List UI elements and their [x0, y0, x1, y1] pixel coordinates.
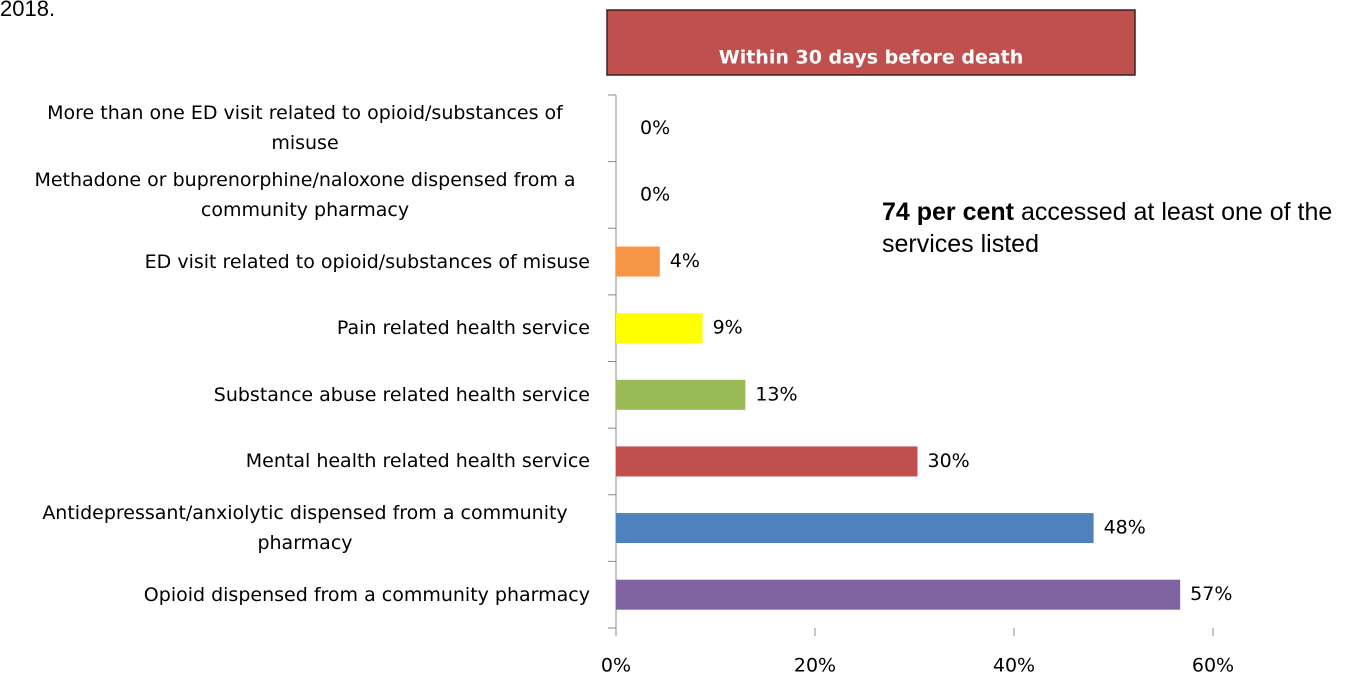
category-label: ED visit related to opioid/substances of… — [144, 250, 590, 273]
data-label: 0% — [640, 117, 670, 139]
category-label: Antidepressant/anxiolytic dispensed from… — [42, 502, 568, 555]
category-label-box: Mental health related health service — [20, 446, 590, 476]
category-label-box: ED visit related to opioid/substances of… — [20, 247, 590, 277]
data-label: 48% — [1104, 517, 1146, 539]
bar — [616, 246, 660, 277]
data-label: 13% — [755, 383, 797, 405]
x-tick-label: 20% — [794, 655, 836, 677]
bar — [616, 446, 918, 477]
caption-fragment: 2018. — [0, 0, 56, 21]
category-label-box: Opioid dispensed from a community pharma… — [20, 580, 590, 610]
data-label: 57% — [1190, 583, 1232, 605]
category-label-box: Pain related health service — [20, 313, 590, 343]
annotation-bold: 74 per cent — [882, 198, 1015, 226]
annotation-text: accessed at least one of the services li… — [882, 198, 1333, 258]
x-tick-label: 60% — [1192, 655, 1234, 677]
bar — [616, 579, 1181, 610]
x-tick-label: 0% — [601, 655, 631, 677]
annotation: 74 per cent accessed at least one of the… — [882, 196, 1362, 260]
header-box — [606, 9, 1136, 76]
category-label: Pain related health service — [336, 317, 590, 340]
category-label: Substance abuse related health service — [213, 383, 590, 406]
category-label-box: Antidepressant/anxiolytic dispensed from… — [20, 498, 590, 558]
bar — [616, 379, 746, 410]
data-label: 4% — [670, 250, 700, 272]
category-label: More than one ED visit related to opioid… — [47, 102, 563, 155]
category-label: Opioid dispensed from a community pharma… — [143, 583, 590, 606]
category-label-box: Methadone or buprenorphine/naloxone disp… — [20, 165, 590, 225]
data-label: 30% — [927, 450, 969, 472]
category-label: Methadone or buprenorphine/naloxone disp… — [34, 168, 576, 221]
x-tick-label: 40% — [993, 655, 1035, 677]
category-label-box: More than one ED visit related to opioid… — [20, 98, 590, 158]
header-text: Within 30 days before death — [719, 47, 1024, 69]
bar — [616, 313, 703, 344]
category-label-box: Substance abuse related health service — [20, 380, 590, 410]
category-label: Mental health related health service — [245, 450, 590, 473]
data-label: 9% — [713, 317, 743, 339]
data-label: 0% — [640, 183, 670, 205]
bar — [616, 513, 1094, 544]
